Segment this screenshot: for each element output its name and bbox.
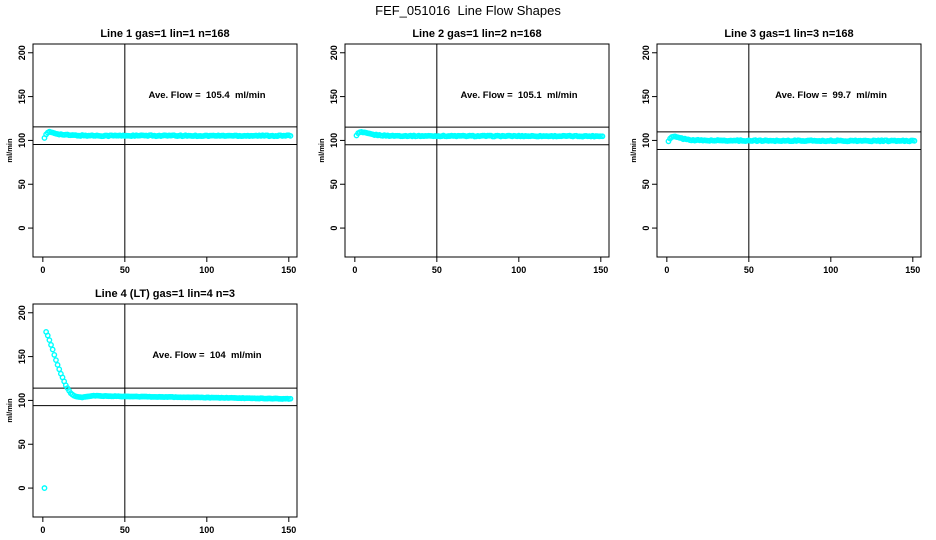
panel-line-2: 0 50 100 150 0 50 100 150 200 ml/min Line 2 gas=1… xyxy=(312,16,624,280)
x-tick-label: 50 xyxy=(744,265,754,275)
panel-title: Line 1 gas=1 lin=1 n=168 xyxy=(100,28,230,40)
outlier-point xyxy=(41,485,48,491)
y-tick-label: 0 xyxy=(641,226,651,231)
x-tick-label: 100 xyxy=(199,265,214,275)
data-point xyxy=(287,132,294,139)
y-tick-label: 200 xyxy=(17,305,27,320)
ave-flow-annotation: Ave. Flow = 105.1 ml/min xyxy=(460,90,578,101)
line-4-plot: 0 50 100 150 0 50 100 150 200 ml/min xyxy=(5,303,298,535)
panel-title: Line 3 gas=1 lin=3 n=168 xyxy=(724,28,854,40)
data-point xyxy=(48,342,54,348)
panel-title: Line 4 (LT) gas=1 lin=4 n=3 xyxy=(94,288,236,300)
x-tick-label: 0 xyxy=(664,265,669,275)
plot-box xyxy=(32,303,298,518)
x-tick-label: 150 xyxy=(281,265,296,275)
y-tick-label: 50 xyxy=(17,439,27,449)
y-tick-label: 100 xyxy=(641,133,651,148)
data-point xyxy=(54,361,61,368)
y-tick-label: 150 xyxy=(17,89,27,104)
y-tick-label: 50 xyxy=(17,179,27,189)
y-tick-label: 50 xyxy=(329,179,339,189)
y-tick-label: 150 xyxy=(641,89,651,104)
y-tick-label: 200 xyxy=(17,45,27,60)
data-point xyxy=(51,352,58,358)
data-point xyxy=(911,137,918,144)
x-tick-label: 0 xyxy=(40,525,45,535)
main-title: FEF_051016 Line Flow Shapes xyxy=(375,3,561,18)
y-tick-label: 100 xyxy=(329,133,339,148)
panel-line-4: 0 50 100 150 0 50 100 150 200 ml/min Line 4 (LT) … xyxy=(0,276,312,540)
y-axis-label: ml/min xyxy=(5,138,14,163)
y-axis-label: ml/min xyxy=(629,138,638,163)
y-tick-label: 0 xyxy=(17,486,27,491)
data-point xyxy=(53,357,59,364)
x-tick-label: 50 xyxy=(432,265,442,275)
y-tick-label: 0 xyxy=(329,226,339,231)
data-point xyxy=(56,366,63,373)
y-tick-label: 100 xyxy=(17,393,27,408)
line-3-plot: 0 50 100 150 0 50 100 150 200 ml/min xyxy=(629,43,922,275)
x-tick-label: 50 xyxy=(120,525,130,535)
ave-flow-annotation: Ave. Flow = 104 ml/min xyxy=(152,350,262,361)
data-point xyxy=(46,337,53,344)
data-point xyxy=(599,133,606,140)
line-1-plot: 0 50 100 150 0 50 100 150 200 ml/min xyxy=(5,43,298,275)
y-tick-label: 100 xyxy=(17,133,27,148)
x-tick-label: 150 xyxy=(281,525,296,535)
x-tick-label: 100 xyxy=(511,265,526,275)
y-tick-label: 50 xyxy=(641,179,651,189)
y-tick-label: 150 xyxy=(329,89,339,104)
y-tick-label: 150 xyxy=(17,349,27,364)
y-axis-label: ml/min xyxy=(317,138,326,163)
x-tick-label: 100 xyxy=(199,525,214,535)
panel-title: Line 2 gas=1 lin=2 n=168 xyxy=(412,28,542,40)
plot-box xyxy=(344,43,610,258)
ave-flow-annotation: Ave. Flow = 99.7 ml/min xyxy=(775,90,887,101)
y-tick-label: 200 xyxy=(329,45,339,60)
panel-line-3: 0 50 100 150 0 50 100 150 200 ml/min Line 3 gas=1… xyxy=(624,16,936,280)
x-tick-label: 100 xyxy=(823,265,838,275)
x-tick-label: 0 xyxy=(352,265,357,275)
line-2-plot: 0 50 100 150 0 50 100 150 200 ml/min xyxy=(317,43,610,275)
y-tick-label: 200 xyxy=(641,45,651,60)
ave-flow-annotation: Ave. Flow = 105.4 ml/min xyxy=(148,90,266,101)
x-tick-label: 150 xyxy=(905,265,920,275)
data-point xyxy=(44,332,51,339)
data-point xyxy=(287,395,294,402)
x-tick-label: 0 xyxy=(40,265,45,275)
data-point xyxy=(49,346,56,353)
y-axis-label: ml/min xyxy=(5,398,14,423)
x-tick-label: 150 xyxy=(593,265,608,275)
panel-line-1: 0 50 100 150 0 50 100 150 200 ml/min Line 1 gas=1… xyxy=(0,16,312,280)
x-tick-label: 50 xyxy=(120,265,130,275)
plot-box xyxy=(656,43,922,258)
plot-box xyxy=(32,43,298,258)
y-tick-label: 0 xyxy=(17,226,27,231)
